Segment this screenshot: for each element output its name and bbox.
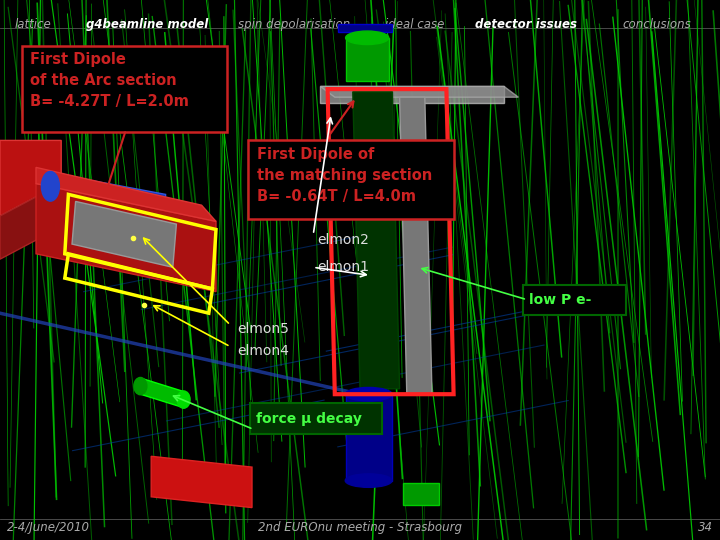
Text: 2-4/June/2010: 2-4/June/2010 bbox=[7, 521, 90, 534]
Ellipse shape bbox=[346, 31, 389, 44]
Text: First Dipole of
the matching section
B= -0.64T / L=4.0m: First Dipole of the matching section B= … bbox=[257, 147, 432, 204]
Ellipse shape bbox=[177, 391, 190, 408]
Bar bbox=[250, 403, 382, 434]
Polygon shape bbox=[0, 184, 61, 259]
Text: elmon1: elmon1 bbox=[317, 260, 369, 274]
Text: 34: 34 bbox=[698, 521, 713, 534]
Polygon shape bbox=[353, 92, 400, 389]
Polygon shape bbox=[72, 201, 176, 267]
Text: spin depolarisation: spin depolarisation bbox=[238, 18, 350, 31]
Bar bbox=[22, 46, 227, 132]
Polygon shape bbox=[36, 167, 216, 221]
Text: g4beamline model: g4beamline model bbox=[86, 18, 209, 31]
Text: low P e-: low P e- bbox=[529, 293, 592, 307]
Ellipse shape bbox=[346, 474, 392, 487]
Ellipse shape bbox=[346, 388, 392, 401]
Polygon shape bbox=[50, 173, 166, 221]
Text: 2nd EUROnu meeting - Strasbourg: 2nd EUROnu meeting - Strasbourg bbox=[258, 521, 462, 534]
Polygon shape bbox=[36, 184, 216, 292]
Polygon shape bbox=[346, 38, 389, 81]
Polygon shape bbox=[0, 140, 61, 216]
Bar bbox=[248, 140, 454, 219]
Polygon shape bbox=[403, 483, 439, 505]
Text: First Dipole
of the Arc section
B= -4.27T / L=2.0m: First Dipole of the Arc section B= -4.27… bbox=[30, 52, 189, 110]
Polygon shape bbox=[400, 97, 432, 394]
Text: detector issues: detector issues bbox=[475, 18, 577, 31]
Polygon shape bbox=[140, 378, 184, 408]
Text: elmon2: elmon2 bbox=[317, 233, 369, 247]
Ellipse shape bbox=[42, 172, 60, 201]
Polygon shape bbox=[338, 24, 392, 32]
Text: force μ decay: force μ decay bbox=[256, 411, 361, 426]
Polygon shape bbox=[346, 394, 392, 481]
Text: elmon4: elmon4 bbox=[238, 344, 289, 358]
Polygon shape bbox=[151, 456, 252, 508]
Bar bbox=[523, 285, 626, 315]
Polygon shape bbox=[320, 86, 504, 103]
Text: ideal case: ideal case bbox=[385, 18, 444, 31]
Text: lattice: lattice bbox=[14, 18, 51, 31]
Text: elmon5: elmon5 bbox=[238, 322, 289, 336]
Polygon shape bbox=[320, 86, 518, 97]
Text: conclusions: conclusions bbox=[623, 18, 691, 31]
Ellipse shape bbox=[134, 377, 147, 395]
